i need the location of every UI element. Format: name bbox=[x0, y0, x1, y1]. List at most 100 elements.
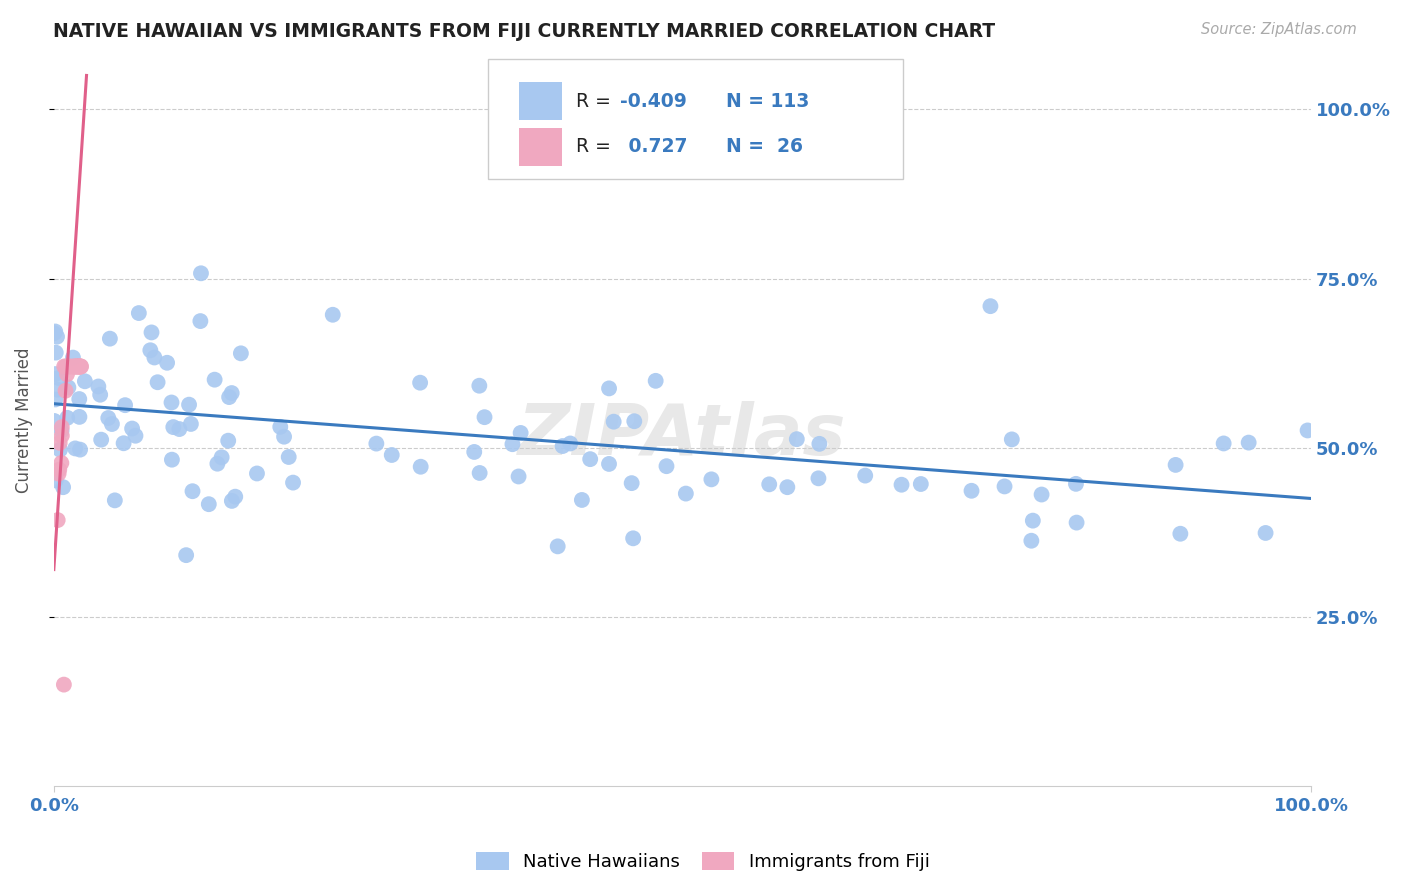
Point bbox=[993, 479, 1015, 493]
Point bbox=[51, 420, 73, 434]
Point bbox=[1164, 458, 1187, 472]
FancyBboxPatch shape bbox=[519, 82, 562, 120]
Point bbox=[1237, 435, 1260, 450]
Point bbox=[65, 359, 87, 374]
Point bbox=[69, 359, 91, 374]
Text: ZIPAtlas: ZIPAtlas bbox=[519, 401, 846, 470]
Point bbox=[620, 476, 643, 491]
Point bbox=[67, 359, 90, 374]
Point bbox=[44, 414, 66, 428]
Point bbox=[128, 306, 150, 320]
Point bbox=[571, 492, 593, 507]
Point bbox=[1296, 424, 1319, 438]
Point bbox=[269, 420, 291, 434]
Point bbox=[67, 409, 90, 424]
Point bbox=[551, 439, 574, 453]
Point bbox=[52, 480, 75, 494]
Text: 0.727: 0.727 bbox=[621, 137, 688, 156]
Point bbox=[67, 392, 90, 406]
Point bbox=[474, 410, 496, 425]
Point bbox=[675, 486, 697, 500]
FancyBboxPatch shape bbox=[519, 128, 562, 166]
Point bbox=[65, 359, 87, 374]
Point bbox=[69, 359, 91, 374]
Point bbox=[62, 351, 84, 365]
Point bbox=[366, 436, 388, 450]
Text: N = 113: N = 113 bbox=[727, 92, 810, 111]
Point bbox=[114, 398, 136, 412]
Point bbox=[162, 420, 184, 434]
Point bbox=[808, 437, 831, 451]
Point bbox=[204, 373, 226, 387]
Point bbox=[48, 436, 70, 450]
Point bbox=[602, 415, 624, 429]
Point bbox=[281, 475, 304, 490]
Point bbox=[217, 434, 239, 448]
Point bbox=[56, 368, 79, 382]
Point bbox=[1066, 516, 1088, 530]
Point bbox=[174, 548, 197, 562]
Point bbox=[49, 442, 72, 457]
Point bbox=[70, 359, 93, 374]
Point bbox=[73, 374, 96, 388]
Point bbox=[44, 392, 66, 407]
Point bbox=[66, 359, 89, 374]
Point bbox=[960, 483, 983, 498]
Point bbox=[45, 474, 67, 488]
Point bbox=[1254, 525, 1277, 540]
Point bbox=[1021, 533, 1043, 548]
Point bbox=[1170, 526, 1192, 541]
Point bbox=[69, 442, 91, 457]
Point bbox=[180, 417, 202, 431]
Point bbox=[51, 428, 73, 442]
Point bbox=[853, 468, 876, 483]
Text: R =: R = bbox=[575, 137, 616, 156]
Point bbox=[322, 308, 344, 322]
Point bbox=[160, 395, 183, 409]
Point bbox=[547, 540, 569, 554]
Point bbox=[211, 450, 233, 465]
Point bbox=[62, 359, 84, 374]
Point bbox=[101, 417, 124, 431]
Text: N =  26: N = 26 bbox=[727, 137, 803, 156]
Point bbox=[45, 345, 67, 359]
Point bbox=[381, 448, 404, 462]
Point bbox=[97, 411, 120, 425]
Point bbox=[124, 428, 146, 442]
Point bbox=[48, 462, 70, 476]
Point bbox=[579, 452, 602, 467]
Point bbox=[758, 477, 780, 491]
Point bbox=[63, 359, 86, 374]
Point bbox=[66, 359, 89, 374]
Point bbox=[51, 424, 73, 438]
Point bbox=[509, 425, 531, 440]
Point bbox=[56, 410, 79, 425]
Point bbox=[104, 493, 127, 508]
Point bbox=[644, 374, 666, 388]
Point bbox=[160, 452, 183, 467]
Legend: Native Hawaiians, Immigrants from Fiji: Native Hawaiians, Immigrants from Fiji bbox=[470, 845, 936, 879]
Point bbox=[55, 384, 77, 398]
Point bbox=[598, 457, 620, 471]
Point bbox=[190, 314, 212, 328]
Point bbox=[46, 513, 69, 527]
Point bbox=[776, 480, 799, 494]
Point bbox=[890, 477, 912, 491]
Point bbox=[69, 359, 91, 374]
Point bbox=[221, 494, 243, 508]
Point bbox=[63, 442, 86, 456]
Point bbox=[139, 343, 162, 358]
Point bbox=[181, 484, 204, 499]
Point bbox=[177, 398, 200, 412]
Point bbox=[52, 678, 75, 692]
Point bbox=[623, 414, 645, 428]
Point bbox=[224, 490, 246, 504]
Point bbox=[98, 332, 121, 346]
Point bbox=[598, 381, 620, 395]
Point bbox=[508, 469, 530, 483]
Point bbox=[51, 456, 73, 470]
Point bbox=[42, 326, 65, 341]
Point bbox=[46, 329, 69, 343]
Point bbox=[58, 380, 80, 394]
Point bbox=[53, 359, 76, 374]
